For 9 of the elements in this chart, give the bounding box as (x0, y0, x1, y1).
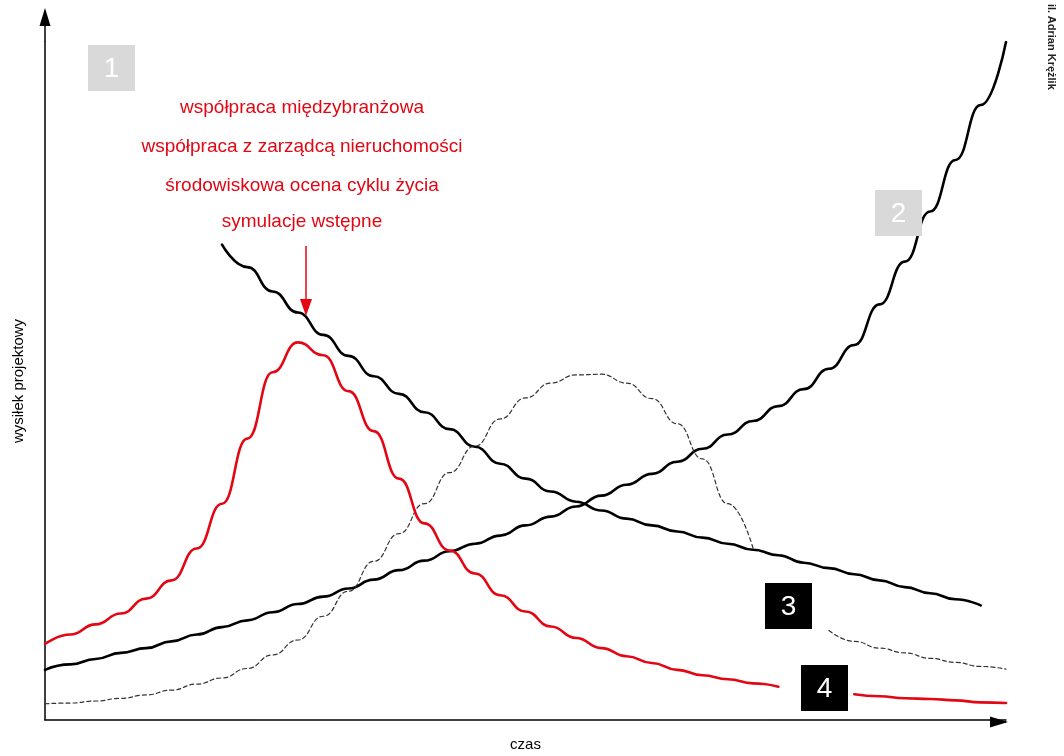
annotation: 3 (765, 583, 812, 629)
annotation: symulacje wstępne (221, 210, 383, 232)
text: il. Adrian Krężlik (1046, 4, 1058, 90)
annotation: 4 (801, 665, 848, 711)
x-axis-title: czas (510, 735, 541, 752)
annotation: współpraca międzybranżowa (180, 96, 424, 118)
y-axis-title: wysiłek projektowy (9, 318, 26, 445)
annotation: współpraca z zarządcą nieruchomości (141, 135, 463, 157)
annotation: środowiskowa ocena cyklu życia (165, 174, 439, 196)
